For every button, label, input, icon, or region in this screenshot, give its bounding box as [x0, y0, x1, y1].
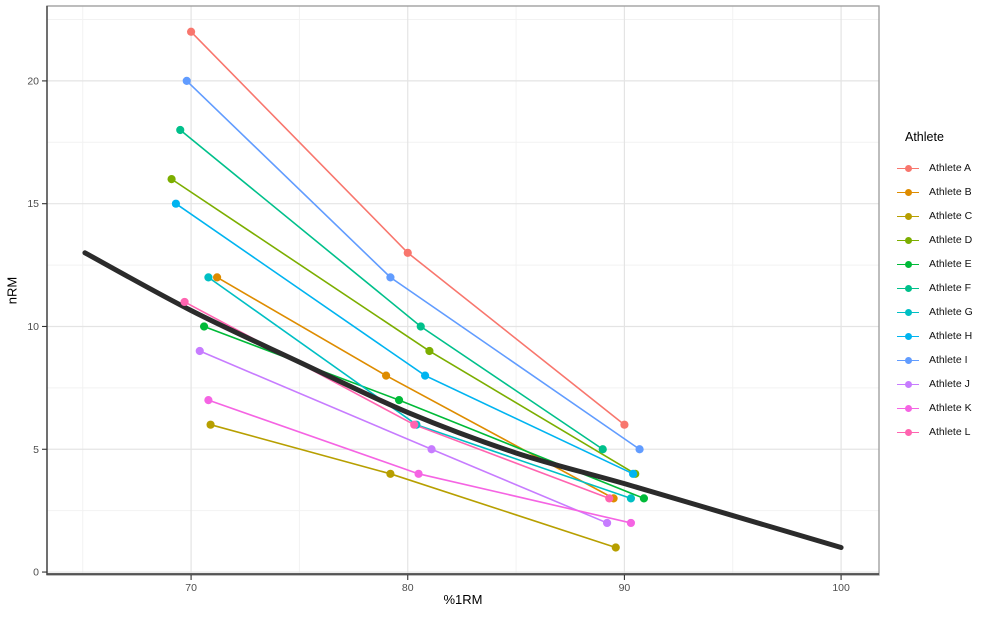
legend-label: Athlete L — [929, 426, 971, 438]
data-point-athlete-i — [635, 445, 644, 454]
data-point-athlete-j — [602, 518, 612, 528]
y-tick-label: 0 — [33, 567, 39, 579]
data-point-athlete-c — [611, 543, 620, 552]
data-point-athlete-a — [403, 248, 412, 257]
data-point-athlete-b — [212, 273, 222, 282]
y-tick-label: 15 — [27, 198, 39, 210]
data-point-athlete-c — [386, 469, 395, 478]
series-line-athlete-c — [210, 423, 616, 549]
data-point-athlete-h — [171, 199, 181, 208]
legend-label: Athlete D — [929, 234, 973, 246]
data-point-athlete-a — [186, 27, 196, 36]
legend-label: Athlete A — [929, 162, 972, 174]
legend-item-athlete-b: Athlete B — [897, 180, 973, 204]
legend-label: Athlete I — [929, 354, 968, 366]
data-point-athlete-k — [414, 469, 423, 478]
legend-label: Athlete B — [929, 186, 972, 198]
legend-key-icon-athlete-b — [897, 185, 919, 199]
data-point-athlete-a — [620, 420, 629, 429]
data-point-athlete-i — [386, 273, 395, 282]
legend-label: Athlete E — [929, 258, 972, 270]
legend-label: Athlete C — [929, 210, 973, 222]
y-tick-label: 20 — [27, 75, 39, 87]
legend-title: Athlete — [905, 130, 944, 144]
legend-item-athlete-i: Athlete I — [897, 348, 973, 372]
data-point-athlete-k — [626, 518, 636, 528]
rep-max-prediction-curve — [82, 250, 844, 550]
legend-item-athlete-g: Athlete G — [897, 300, 973, 324]
legend-key-icon-athlete-a — [897, 161, 919, 175]
data-point-athlete-l — [180, 297, 189, 307]
legend-key-icon-athlete-d — [897, 233, 919, 247]
data-point-athlete-h — [420, 371, 430, 380]
x-tick-label: 90 — [619, 582, 631, 594]
data-point-athlete-h — [628, 469, 638, 478]
y-axis-title: nRM — [4, 276, 20, 305]
legend-item-athlete-a: Athlete A — [897, 156, 973, 180]
legend-item-athlete-l: Athlete L — [897, 420, 973, 444]
data-point-athlete-j — [427, 445, 436, 454]
legend-key-icon-athlete-i — [897, 353, 919, 367]
panel-border — [46, 5, 880, 576]
series-line-athlete-f — [179, 129, 604, 450]
legend-label: Athlete G — [929, 306, 973, 318]
data-point-athlete-g — [204, 273, 213, 282]
x-tick-label: 80 — [402, 582, 414, 594]
data-point-athlete-b — [381, 371, 391, 380]
legend-label: Athlete K — [929, 402, 972, 414]
data-point-athlete-e — [199, 322, 209, 331]
legend-key-icon-athlete-j — [897, 377, 919, 391]
y-tick-label: 10 — [27, 321, 39, 333]
data-point-athlete-f — [176, 125, 185, 135]
legend: Athlete Athlete A Athlete B Athlete C Athle… — [897, 130, 973, 444]
data-point-athlete-l — [410, 420, 419, 429]
data-point-athlete-g — [626, 494, 636, 503]
legend-key-icon-athlete-h — [897, 329, 919, 343]
legend-item-athlete-c: Athlete C — [897, 204, 973, 228]
legend-item-athlete-h: Athlete H — [897, 324, 973, 348]
legend-label: Athlete J — [929, 378, 970, 390]
series-line-athlete-j — [199, 350, 608, 524]
legend-item-athlete-f: Athlete F — [897, 276, 973, 300]
legend-item-athlete-j: Athlete J — [897, 372, 973, 396]
data-point-athlete-e — [639, 494, 649, 503]
data-point-athlete-e — [394, 396, 404, 405]
data-point-athlete-k — [204, 396, 213, 405]
legend-key-icon-athlete-f — [897, 281, 919, 295]
data-point-athlete-l — [605, 494, 614, 503]
legend-item-athlete-d: Athlete D — [897, 228, 973, 252]
data-point-athlete-c — [206, 420, 215, 429]
data-point-athlete-d — [425, 346, 434, 356]
legend-key-icon-athlete-l — [897, 425, 919, 439]
legend-item-athlete-e: Athlete E — [897, 252, 973, 276]
legend-key-icon-athlete-e — [897, 257, 919, 271]
y-tick-label: 5 — [33, 444, 39, 456]
legend-key-icon-athlete-k — [897, 401, 919, 415]
x-tick-label: 100 — [832, 582, 850, 594]
data-point-athlete-i — [182, 76, 191, 86]
x-axis-title: %1RM — [443, 592, 483, 607]
x-tick-label: 70 — [185, 582, 197, 594]
data-point-athlete-j — [195, 346, 204, 356]
legend-label: Athlete H — [929, 330, 973, 342]
legend-key-icon-athlete-g — [897, 305, 919, 319]
data-point-athlete-f — [416, 322, 425, 331]
legend-label: Athlete F — [929, 282, 972, 294]
data-point-athlete-d — [167, 175, 176, 184]
legend-items: Athlete A Athlete B Athlete C Athlete D Athl… — [897, 156, 973, 444]
data-point-athlete-f — [598, 445, 607, 454]
legend-item-athlete-k: Athlete K — [897, 396, 973, 420]
legend-key-icon-athlete-c — [897, 209, 919, 223]
